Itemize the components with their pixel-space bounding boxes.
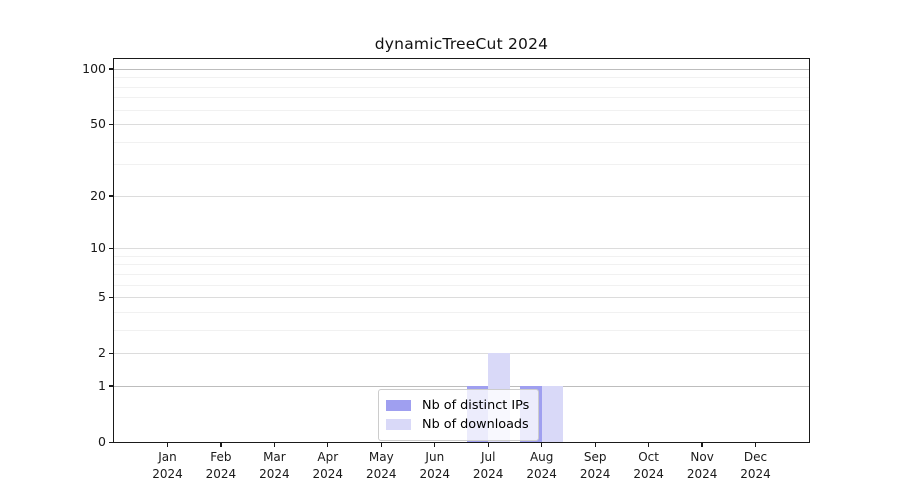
y-gridline-minor — [114, 284, 809, 286]
y-tick — [109, 68, 114, 70]
x-tick — [754, 442, 757, 447]
y-tick — [109, 441, 114, 443]
x-tick-label: Oct 2024 — [633, 450, 664, 481]
x-tick — [701, 442, 703, 447]
y-tick-label: 20 — [90, 187, 106, 203]
legend-row-distinct-ips: Nb of distinct IPs — [386, 396, 529, 415]
y-gridline-minor — [114, 109, 809, 111]
y-gridline-minor — [114, 329, 809, 331]
y-tick — [109, 352, 114, 355]
x-tick — [541, 442, 543, 447]
y-gridline — [114, 124, 809, 125]
legend-label-downloads: Nb of downloads — [422, 417, 529, 432]
y-gridline — [114, 353, 809, 355]
chart-title: dynamicTreeCut 2024 — [374, 35, 549, 53]
x-tick — [487, 442, 489, 447]
y-tick — [109, 385, 114, 387]
y-tick-label: 5 — [98, 289, 106, 305]
plot-area: Nb of distinct IPs Nb of downloads — [113, 58, 810, 443]
x-tick-label: Jul 2024 — [472, 450, 504, 481]
y-gridline — [114, 68, 809, 70]
x-tick-label: Jun 2024 — [419, 450, 451, 481]
y-gridline-minor — [114, 255, 809, 257]
y-tick-label: 1 — [98, 377, 106, 393]
y-gridline-minor — [114, 97, 809, 99]
legend-swatch-downloads-icon — [386, 419, 411, 430]
x-tick — [647, 442, 650, 447]
x-tick-label: Nov 2024 — [686, 450, 718, 481]
x-tick-label: Feb 2024 — [205, 450, 237, 481]
legend-label-distinct-ips: Nb of distinct IPs — [422, 398, 530, 413]
y-tick — [109, 247, 114, 249]
x-tick-label: Apr 2024 — [312, 450, 344, 481]
y-tick — [109, 123, 114, 125]
y-gridline-minor — [114, 164, 809, 166]
x-tick — [166, 442, 169, 447]
y-tick-label: 2 — [98, 345, 106, 361]
x-tick-label: Aug 2024 — [526, 450, 557, 481]
y-gridline-minor — [114, 77, 809, 79]
x-tick-label: Dec 2024 — [740, 450, 771, 481]
y-tick-label: 50 — [90, 116, 106, 131]
bar-downloads — [541, 385, 564, 442]
y-tick — [109, 195, 114, 197]
y-tick-label: 10 — [90, 240, 106, 256]
x-tick — [327, 442, 329, 447]
x-tick — [594, 442, 596, 447]
x-tick-label: Jan 2024 — [152, 450, 183, 481]
x-tick-label: Sep 2024 — [579, 450, 611, 481]
x-tick — [273, 442, 276, 447]
y-gridline-minor — [114, 311, 809, 313]
x-tick-label: May 2024 — [366, 450, 397, 481]
y-tick-label: 100 — [82, 60, 106, 76]
y-tick — [109, 296, 114, 298]
legend-swatch-distinct-ips-icon — [386, 400, 411, 411]
y-gridline — [114, 195, 809, 197]
x-tick-label: Mar 2024 — [259, 450, 290, 481]
y-gridline-minor — [114, 141, 809, 143]
legend: Nb of distinct IPs Nb of downloads — [378, 389, 540, 441]
x-tick — [434, 442, 436, 447]
y-tick-label: 0 — [98, 434, 106, 449]
y-gridline — [114, 385, 809, 387]
y-gridline — [114, 248, 809, 250]
y-gridline — [114, 297, 809, 299]
y-gridline-minor — [114, 264, 809, 266]
y-gridline-minor — [114, 86, 809, 88]
x-tick — [380, 442, 382, 447]
x-tick — [220, 442, 222, 447]
y-gridline-minor — [114, 273, 809, 275]
legend-row-downloads: Nb of downloads — [386, 415, 529, 434]
